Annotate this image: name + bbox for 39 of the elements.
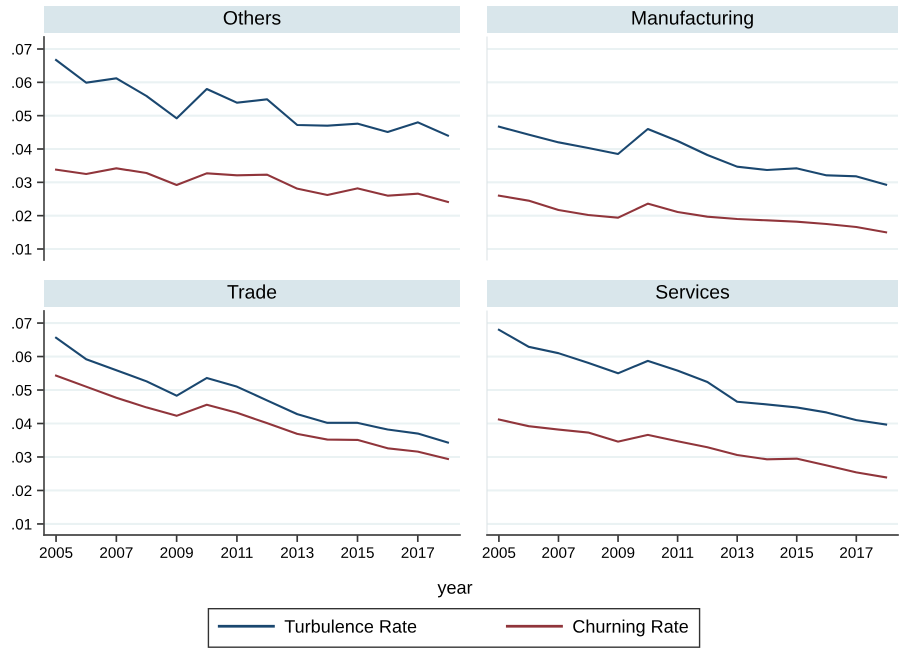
x-tick-label: 2017 (840, 547, 873, 558)
x-tick-label: 2011 (221, 547, 253, 558)
x-tick-label: 2009 (160, 547, 193, 558)
y-tick-label: .07 (12, 318, 32, 329)
y-tick-label: .07 (12, 44, 32, 55)
line-series (55, 167, 449, 204)
line-series (55, 336, 449, 444)
chart-title: Others (224, 10, 280, 25)
x-tick-label: 2007 (100, 547, 133, 558)
legend-label: Churning Rate (573, 620, 688, 636)
line-series (55, 58, 449, 137)
y-tick-label: .06 (12, 77, 32, 88)
y-tick-label: .05 (12, 384, 32, 396)
x-tick-label: 2017 (402, 547, 434, 558)
x-tick-label: 2013 (280, 547, 314, 558)
x-tick-label: 2009 (602, 547, 634, 558)
y-tick-label: .01 (12, 518, 32, 530)
legend-label: Turbulence Rate (284, 620, 416, 633)
y-tick-label: .05 (12, 110, 32, 122)
y-tick-label: .03 (12, 452, 32, 463)
y-tick-label: .02 (12, 210, 32, 222)
chart-title: Manufacturing (632, 10, 753, 29)
x-tick-label: 2015 (341, 547, 374, 558)
y-tick-label: .04 (12, 418, 32, 430)
x-tick-label: 2011 (662, 547, 694, 558)
x-tick-label: 2005 (40, 547, 72, 558)
x-axis-title: year (437, 584, 472, 598)
chart-title: Services (656, 284, 730, 299)
y-tick-label: .02 (12, 485, 32, 496)
x-tick-label: 2005 (482, 547, 516, 558)
chart-title: Trade (227, 284, 276, 299)
x-tick-label: 2015 (780, 547, 814, 558)
y-tick-label: .03 (12, 177, 32, 188)
y-tick-label: .06 (12, 351, 32, 362)
x-tick-label: 2007 (542, 547, 575, 558)
y-tick-label: .04 (12, 144, 32, 155)
y-tick-label: .01 (12, 244, 32, 255)
x-tick-label: 2013 (720, 547, 754, 558)
line-series (55, 374, 449, 460)
